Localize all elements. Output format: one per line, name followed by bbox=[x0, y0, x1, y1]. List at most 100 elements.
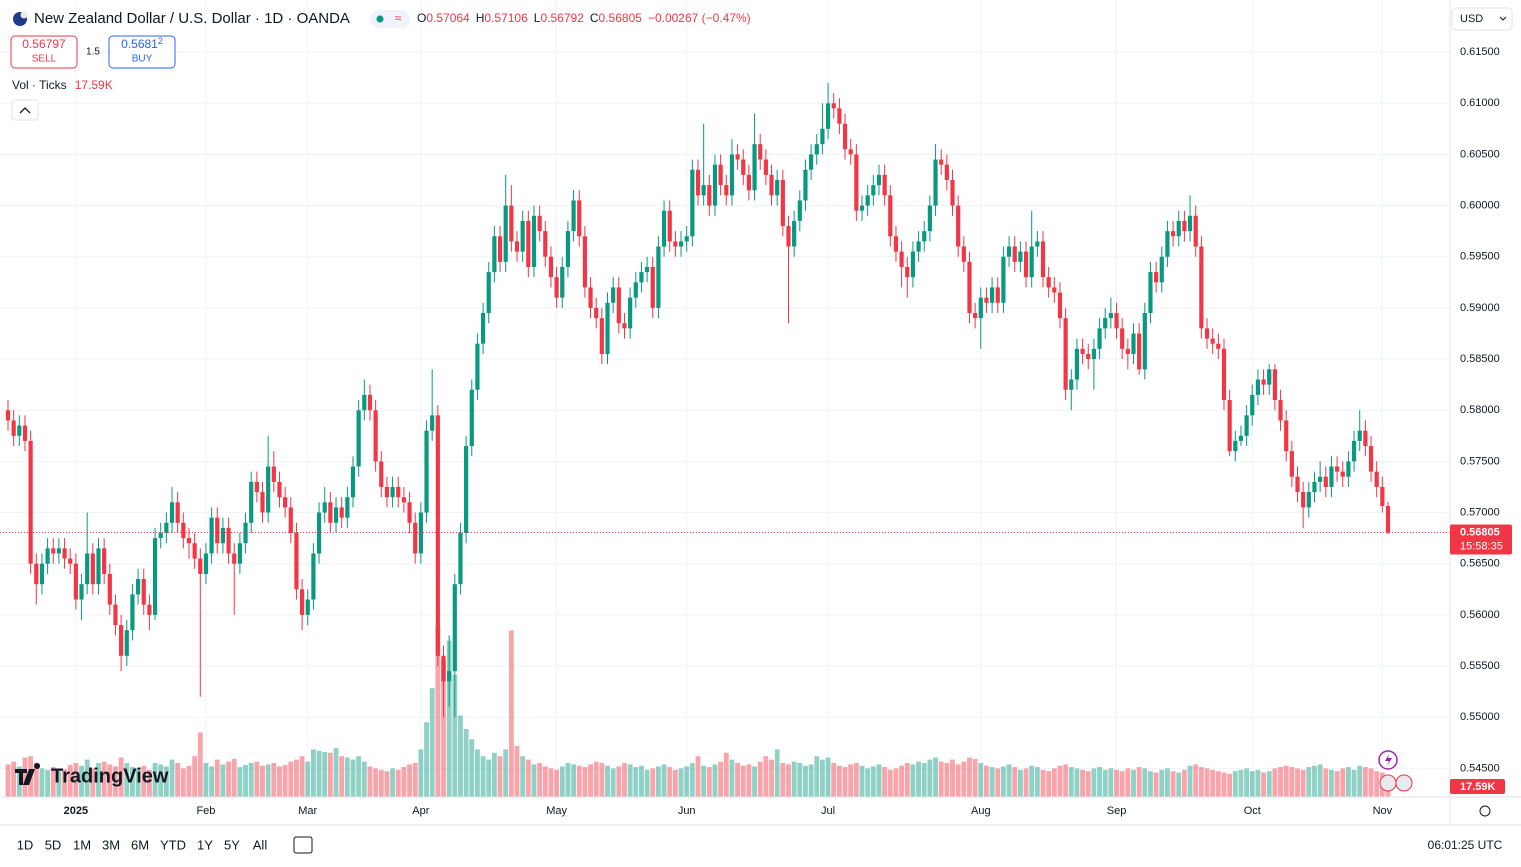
ohlc-value: 0.57106 bbox=[484, 11, 528, 25]
candle-body bbox=[1137, 333, 1142, 370]
candle-body bbox=[1261, 379, 1266, 385]
candle-body bbox=[350, 466, 356, 498]
candle-body bbox=[243, 522, 248, 544]
x-tick-label: Jul bbox=[821, 805, 835, 817]
volume-bar bbox=[740, 765, 746, 797]
volume-bar bbox=[537, 763, 543, 797]
candle-body bbox=[209, 517, 214, 554]
candle-body bbox=[475, 343, 480, 390]
date-range-icon[interactable] bbox=[293, 836, 313, 854]
buy-label[interactable]: BUY bbox=[132, 54, 153, 65]
candle-body bbox=[616, 287, 621, 324]
candle-body bbox=[1018, 251, 1023, 262]
sell-price[interactable]: 0.56797 bbox=[22, 37, 66, 51]
ohlc-label: C bbox=[590, 11, 599, 25]
candle-body bbox=[1086, 353, 1091, 360]
buy-button[interactable] bbox=[108, 35, 176, 69]
volume-bar bbox=[124, 763, 130, 797]
candle-body bbox=[1103, 318, 1108, 329]
volume-bar bbox=[1187, 765, 1193, 797]
buy-price-main[interactable]: 0.5681 bbox=[121, 37, 158, 51]
volume-bar bbox=[938, 761, 944, 797]
period-button[interactable]: 1D bbox=[17, 837, 34, 852]
volume-bar bbox=[480, 756, 486, 797]
period-button[interactable]: 5D bbox=[45, 837, 62, 852]
candle-body bbox=[661, 210, 667, 247]
candle-body bbox=[893, 236, 899, 252]
market-open-dot bbox=[376, 15, 384, 23]
candle-body bbox=[85, 553, 90, 585]
candle-body bbox=[401, 497, 406, 503]
currency[interactable]: USD bbox=[1460, 13, 1483, 25]
symbol-flag bbox=[20, 11, 28, 19]
volume-bar bbox=[180, 768, 186, 797]
candle-body bbox=[158, 533, 163, 539]
volume-bar bbox=[548, 768, 554, 797]
candle-body bbox=[379, 461, 384, 487]
volume-bar bbox=[955, 764, 961, 797]
economic-event[interactable] bbox=[1379, 774, 1397, 792]
period-button[interactable]: 3M bbox=[102, 837, 120, 852]
candle-body bbox=[1193, 215, 1198, 247]
volume-bar bbox=[469, 739, 475, 797]
period-button[interactable]: 1M bbox=[73, 837, 91, 852]
candle-body bbox=[758, 144, 763, 160]
period-button[interactable]: 1Y bbox=[197, 837, 213, 852]
buy-price[interactable]: 0.56812 bbox=[121, 36, 163, 51]
volume-bar bbox=[446, 640, 452, 797]
volume-bar bbox=[836, 765, 842, 797]
candle-body bbox=[464, 446, 469, 534]
collapse-button[interactable] bbox=[11, 99, 39, 121]
candle-body bbox=[503, 205, 508, 262]
y-tick-label: 0.60000 bbox=[1460, 199, 1500, 211]
volume-bar bbox=[486, 759, 492, 797]
volume-bar bbox=[1057, 765, 1063, 797]
period-button[interactable]: 5Y bbox=[224, 837, 240, 852]
volume-bar bbox=[56, 771, 62, 797]
sell-label[interactable]: SELL bbox=[32, 54, 57, 65]
volume-bar bbox=[689, 763, 695, 797]
candle-body bbox=[17, 425, 22, 436]
x-tick-label: Oct bbox=[1244, 805, 1261, 817]
volume-bar bbox=[118, 757, 124, 797]
period-button[interactable]: YTD bbox=[160, 837, 186, 852]
candle-body bbox=[967, 261, 972, 314]
period-button[interactable]: All bbox=[253, 837, 268, 852]
candle-body bbox=[950, 179, 955, 206]
y-tick-label: 0.59500 bbox=[1460, 251, 1500, 263]
candle-body bbox=[933, 159, 938, 206]
buy-price-sup[interactable]: 2 bbox=[158, 36, 163, 46]
volume-bar bbox=[214, 759, 220, 797]
candle-body bbox=[215, 517, 220, 544]
candle-body bbox=[763, 159, 768, 175]
y-tick-label: 0.57500 bbox=[1460, 455, 1500, 467]
candle-body bbox=[1012, 246, 1017, 262]
ohlc-legend: O0.57064 H0.57106 L0.56792 C0.56805 −0.00267… bbox=[417, 11, 751, 25]
settings-icon[interactable] bbox=[1479, 805, 1491, 817]
candle-body bbox=[678, 241, 684, 247]
volume-bar bbox=[260, 765, 265, 797]
candle-body bbox=[181, 522, 186, 539]
volume-bar bbox=[129, 767, 135, 797]
candle-body bbox=[548, 256, 554, 278]
volume-bar bbox=[995, 768, 1001, 797]
status-icon: ≈ bbox=[395, 11, 402, 25]
candle-body bbox=[916, 241, 921, 252]
economic-event[interactable] bbox=[1395, 774, 1413, 792]
candle-body bbox=[543, 231, 548, 257]
candle-body bbox=[876, 174, 882, 186]
candle-body bbox=[582, 236, 587, 288]
volume-bar bbox=[418, 749, 424, 797]
candle-body bbox=[944, 164, 949, 180]
currency-select[interactable] bbox=[1451, 7, 1513, 31]
volume-bar bbox=[819, 759, 825, 797]
candle-body bbox=[249, 481, 254, 523]
candle-body bbox=[1323, 476, 1328, 487]
candle-body bbox=[712, 164, 718, 206]
sell-button[interactable] bbox=[10, 35, 78, 69]
volume-bar bbox=[684, 766, 690, 797]
period-button[interactable]: 6M bbox=[131, 837, 149, 852]
volume-bar bbox=[910, 764, 916, 797]
volume-bar bbox=[305, 761, 311, 797]
